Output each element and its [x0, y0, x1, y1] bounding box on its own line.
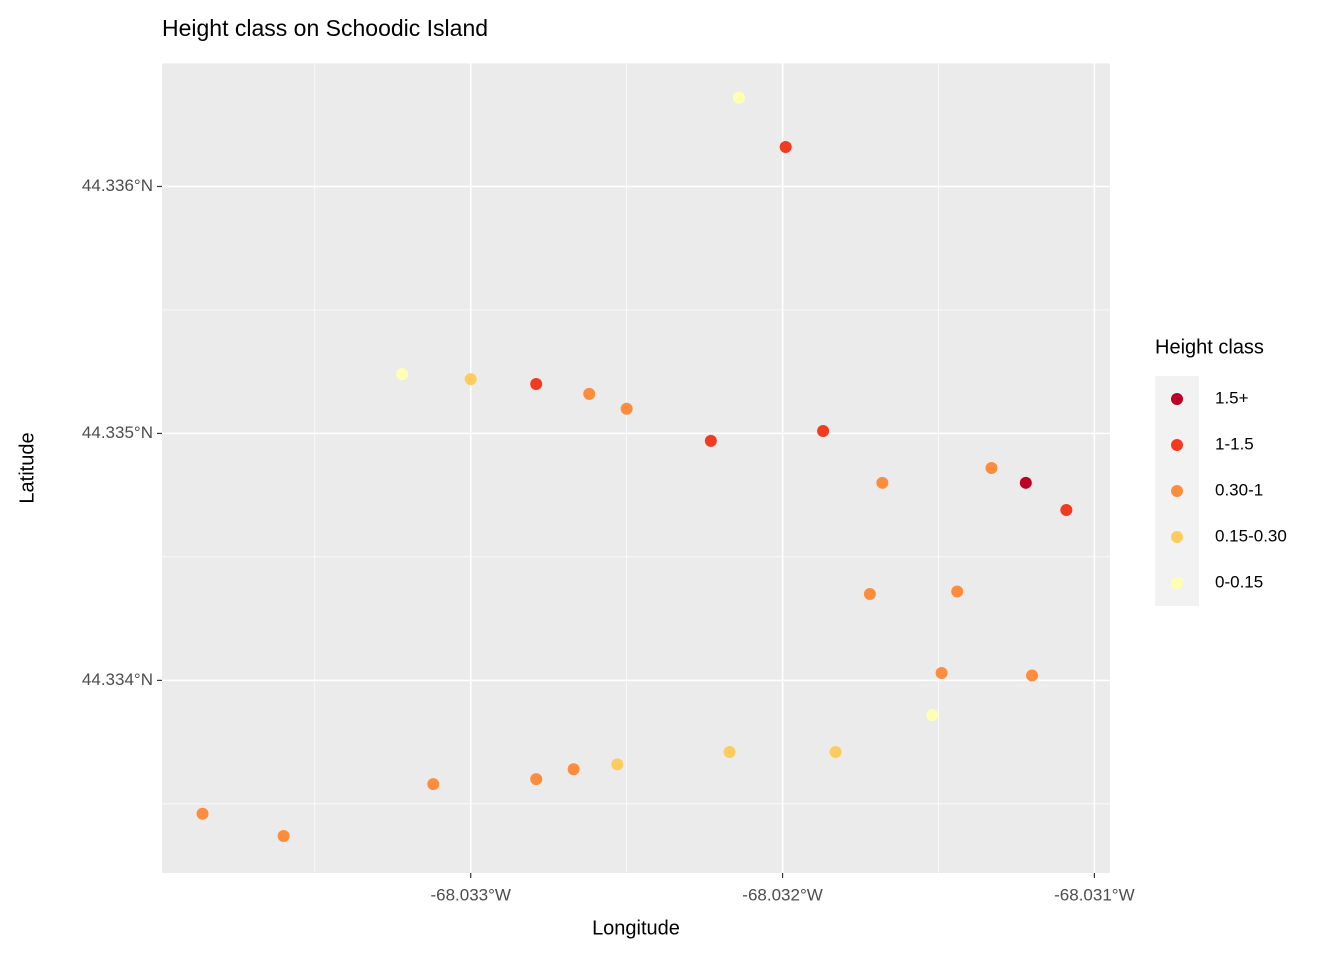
y-tick-label: 44.335°N: [82, 423, 153, 442]
y-tick-label: 44.334°N: [82, 670, 153, 689]
point: [1026, 669, 1039, 682]
x-tick-label: -68.031°W: [1054, 885, 1135, 904]
panel: [162, 63, 1110, 873]
point: [779, 140, 792, 153]
legend-label: 1.5+: [1215, 388, 1249, 407]
x-tick-label: -68.033°W: [430, 885, 511, 904]
point: [611, 758, 624, 771]
legend-key: [1171, 531, 1183, 543]
x-axis-label: Longitude: [592, 917, 680, 939]
legend-key: [1171, 577, 1183, 589]
legend-label: 0-0.15: [1215, 572, 1263, 591]
point: [530, 773, 543, 786]
legend-key: [1171, 393, 1183, 405]
point: [926, 708, 939, 721]
point: [935, 666, 948, 679]
legend-key: [1171, 485, 1183, 497]
point: [829, 745, 842, 758]
point: [530, 378, 543, 391]
point: [196, 807, 209, 820]
point: [704, 434, 717, 447]
legend-label: 1-1.5: [1215, 434, 1254, 453]
legend-key: [1171, 439, 1183, 451]
point: [723, 745, 736, 758]
point: [1019, 476, 1032, 489]
point: [732, 91, 745, 104]
legend-title: Height class: [1155, 336, 1264, 358]
point: [277, 829, 290, 842]
point: [620, 402, 633, 415]
y-axis-label: Latitude: [16, 432, 38, 503]
legend-label: 0.30-1: [1215, 480, 1263, 499]
legend-label: 0.15-0.30: [1215, 526, 1287, 545]
point: [464, 373, 477, 386]
point: [876, 476, 889, 489]
point: [985, 462, 998, 474]
point: [863, 587, 876, 600]
point: [1060, 503, 1073, 516]
point: [583, 387, 596, 400]
point: [567, 763, 580, 776]
point: [951, 585, 964, 598]
y-tick-label: 44.336°N: [82, 176, 153, 195]
point: [427, 778, 440, 791]
point: [396, 368, 409, 381]
point: [817, 424, 830, 437]
x-tick-label: -68.032°W: [742, 885, 823, 904]
chart-title: Height class on Schoodic Island: [162, 15, 488, 41]
